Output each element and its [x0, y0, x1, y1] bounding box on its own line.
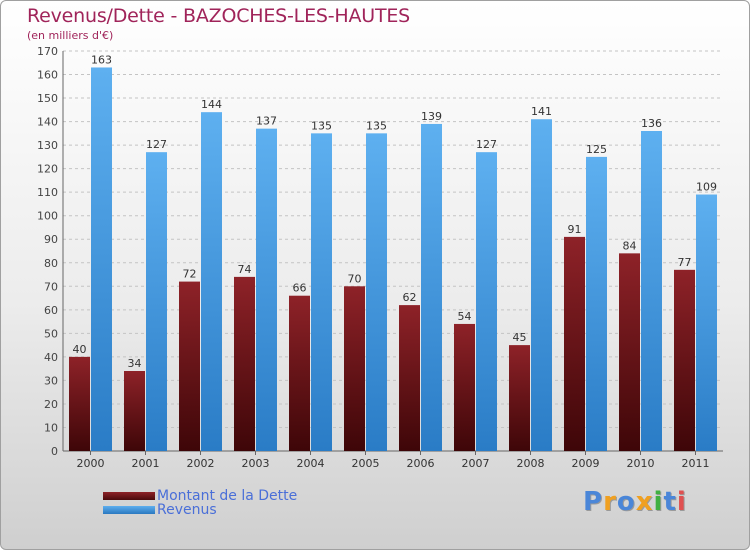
y-tick-label: 80 — [44, 257, 58, 270]
logo-letter: i — [653, 487, 664, 517]
x-tick-label: 2006 — [407, 457, 435, 470]
logo-letter: r — [603, 487, 617, 517]
bar-revenus — [311, 133, 332, 451]
data-label-revenus: 163 — [91, 53, 112, 66]
bar-dette — [619, 253, 640, 451]
legend-label-dette: Montant de la Dette — [157, 488, 298, 504]
x-tick-label: 2009 — [572, 457, 600, 470]
y-tick-label: 130 — [37, 139, 58, 152]
data-label-dette: 45 — [513, 331, 527, 344]
bar-revenus — [421, 123, 442, 452]
legend-swatch-dette — [103, 492, 155, 500]
y-tick-label: 40 — [44, 351, 58, 364]
data-label-revenus: 127 — [146, 138, 167, 151]
bar-dette — [564, 236, 585, 451]
x-tick-label: 2002 — [187, 457, 215, 470]
bar-revenus — [696, 194, 717, 451]
data-label-dette: 72 — [183, 268, 197, 281]
x-tick-label: 2005 — [352, 457, 380, 470]
y-tick-label: 60 — [44, 304, 58, 317]
y-tick-label: 170 — [37, 45, 58, 58]
x-tick-label: 2003 — [242, 457, 270, 470]
bar-revenus — [366, 133, 387, 451]
data-label-dette: 74 — [238, 263, 252, 276]
y-tick-label: 50 — [44, 327, 58, 340]
x-tick-label: 2010 — [627, 457, 655, 470]
data-label-revenus: 125 — [586, 143, 607, 156]
x-tick-label: 2000 — [77, 457, 105, 470]
bar-revenus — [641, 131, 662, 451]
data-label-revenus: 135 — [366, 119, 387, 132]
y-tick-label: 0 — [51, 445, 58, 458]
bar-revenus — [201, 112, 222, 452]
y-tick-label: 20 — [44, 398, 58, 411]
bar-dette — [454, 323, 475, 451]
data-label-dette: 34 — [128, 357, 142, 370]
bar-revenus — [91, 67, 112, 452]
y-tick-label: 10 — [44, 421, 58, 434]
data-label-dette: 91 — [568, 223, 582, 236]
y-tick-label: 110 — [37, 186, 58, 199]
logo-letter: i — [676, 487, 687, 517]
data-label-dette: 54 — [458, 310, 472, 323]
data-label-revenus: 137 — [256, 115, 277, 128]
bar-dette — [674, 269, 695, 451]
data-label-revenus: 135 — [311, 119, 332, 132]
logo-letter: P — [583, 487, 604, 517]
y-tick-label: 150 — [37, 92, 58, 105]
y-tick-label: 120 — [37, 163, 58, 176]
x-tick-label: 2004 — [297, 457, 325, 470]
data-label-dette: 40 — [73, 343, 87, 356]
data-label-revenus: 139 — [421, 110, 442, 123]
bar-dette — [124, 371, 145, 451]
legend-label-revenus: Revenus — [157, 502, 217, 518]
data-label-dette: 66 — [293, 282, 307, 295]
data-label-revenus: 127 — [476, 138, 497, 151]
bar-dette — [179, 281, 200, 451]
bar-dette — [69, 356, 90, 451]
bar-dette — [399, 305, 420, 451]
legend-item-revenus: Revenus — [103, 502, 217, 518]
x-tick-label: 2011 — [682, 457, 710, 470]
logo-letter: o — [616, 487, 636, 517]
bar-revenus — [256, 128, 277, 451]
data-label-dette: 77 — [678, 256, 692, 269]
y-tick-label: 70 — [44, 280, 58, 293]
data-label-revenus: 144 — [201, 98, 222, 111]
data-label-dette: 62 — [403, 291, 417, 304]
bar-revenus — [146, 152, 167, 452]
x-tick-label: 2008 — [517, 457, 545, 470]
chart-title: Revenus/Dette - BAZOCHES-LES-HAUTES — [27, 5, 411, 27]
bar-dette — [289, 295, 310, 451]
proxiti-logo: Proxiti — [583, 487, 687, 517]
logo-letter: t — [663, 487, 677, 517]
x-tick-label: 2001 — [132, 457, 160, 470]
data-label-dette: 84 — [623, 239, 637, 252]
bar-dette — [344, 286, 365, 451]
data-label-revenus: 136 — [641, 117, 662, 130]
y-tick-label: 140 — [37, 116, 58, 129]
data-label-revenus: 109 — [696, 181, 717, 194]
bar-dette — [234, 276, 255, 451]
chart-subtitle: (en milliers d'€) — [27, 29, 114, 42]
bar-revenus — [586, 156, 607, 451]
y-tick-label: 90 — [44, 233, 58, 246]
bar-revenus — [531, 119, 552, 451]
y-tick-label: 30 — [44, 374, 58, 387]
data-label-dette: 70 — [348, 272, 362, 285]
x-tick-label: 2007 — [462, 457, 490, 470]
legend-swatch-revenus — [103, 506, 155, 514]
bar-dette — [509, 345, 530, 451]
bar-revenus — [476, 152, 497, 452]
y-tick-label: 100 — [37, 210, 58, 223]
legend-item-dette: Montant de la Dette — [103, 488, 297, 504]
y-tick-label: 160 — [37, 69, 58, 82]
data-label-revenus: 141 — [531, 105, 552, 118]
logo-letter: x — [635, 487, 654, 517]
